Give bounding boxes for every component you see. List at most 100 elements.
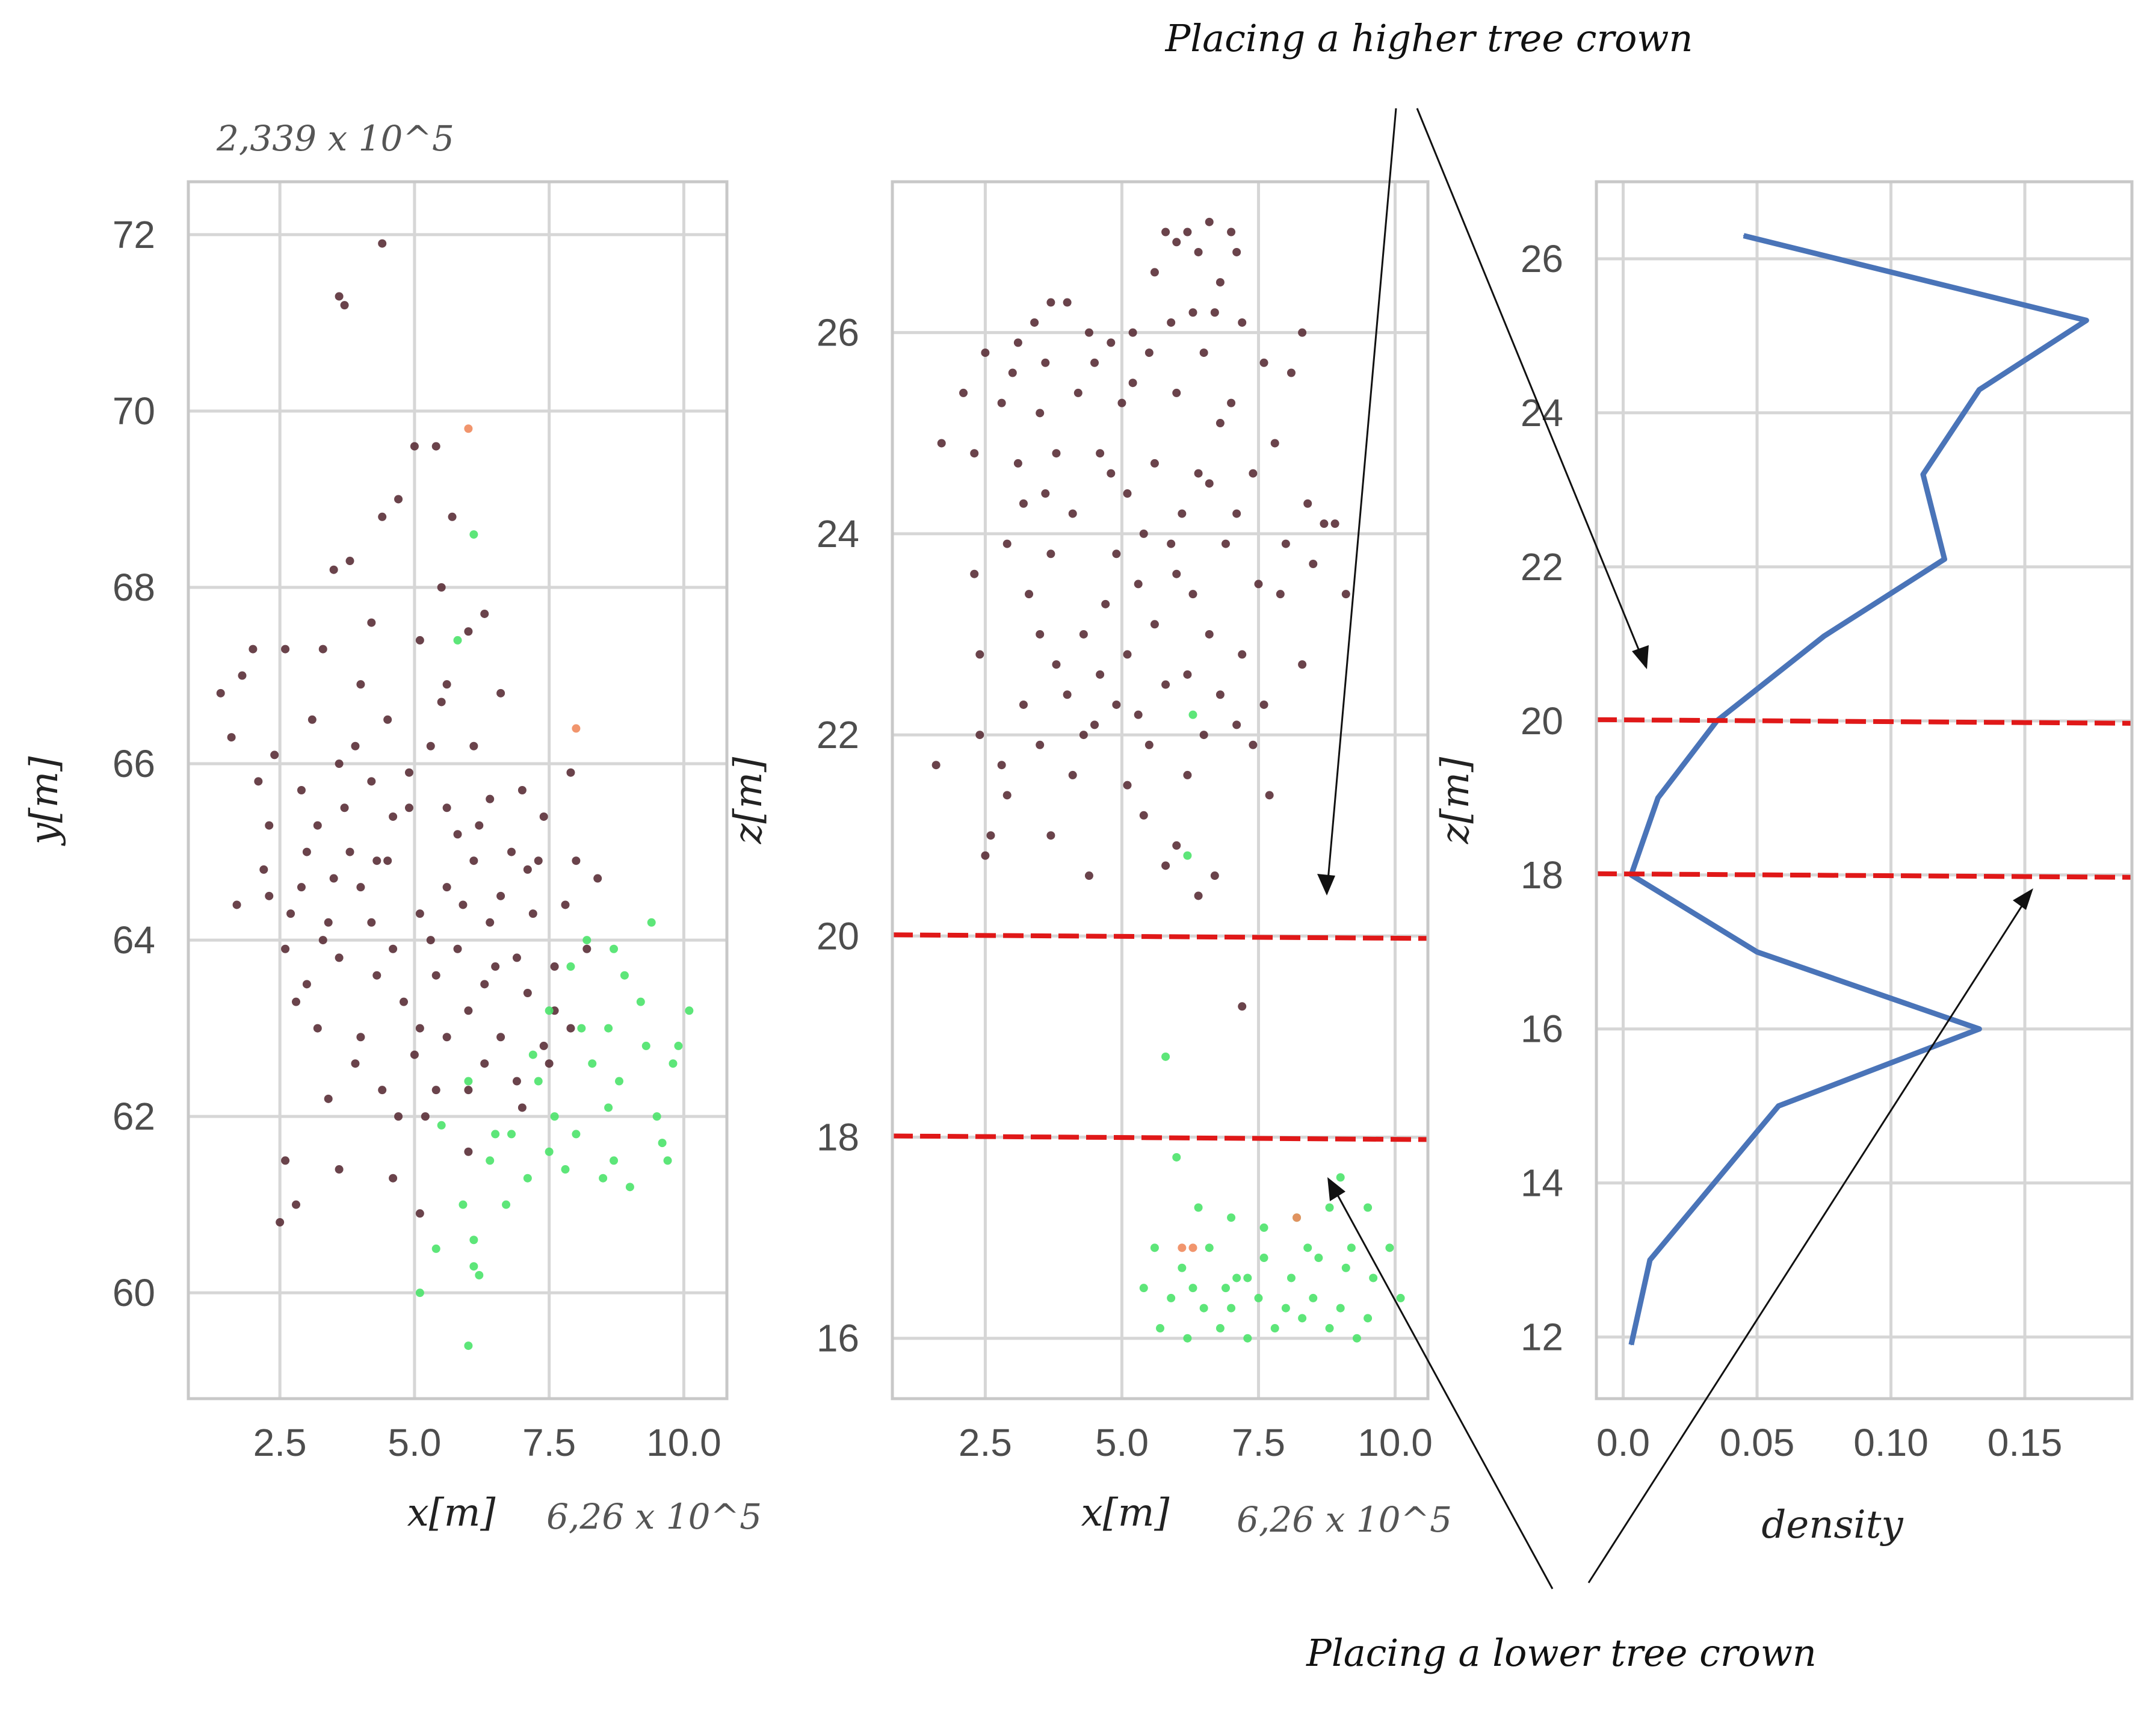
density-x-axis-label: density — [1761, 1503, 1903, 1547]
xz-point — [1036, 409, 1045, 418]
xz-point — [1320, 519, 1329, 528]
xz-point — [1117, 398, 1126, 407]
xy-point — [249, 645, 258, 654]
xy-point — [442, 680, 451, 689]
xz-point — [1215, 690, 1225, 699]
xz-point — [1270, 439, 1279, 448]
xy-point — [550, 962, 559, 971]
xz-xtick-label: 10.0 — [1358, 1421, 1433, 1464]
xz-point — [1232, 720, 1241, 729]
xz-point — [1090, 720, 1099, 729]
xy-point — [496, 1033, 505, 1042]
density-threshold-line — [1596, 717, 2133, 726]
xz-point — [1259, 1254, 1268, 1263]
xz-point — [1352, 1334, 1361, 1343]
xz-point — [1309, 560, 1318, 569]
xy-point — [437, 1121, 446, 1130]
xz-point — [1019, 499, 1028, 508]
xz-point — [1249, 469, 1258, 478]
xz-point — [1084, 871, 1093, 880]
xz-point — [937, 439, 946, 448]
xz-point — [1008, 368, 1017, 377]
xz-point — [1063, 298, 1072, 307]
xy-point — [464, 1077, 473, 1086]
xy-point — [335, 292, 344, 301]
xz-point — [1030, 318, 1039, 327]
xy-point — [389, 812, 398, 821]
xz-point — [1183, 227, 1192, 237]
xy-point — [534, 856, 543, 865]
xy-ytick-label: 66 — [113, 742, 155, 785]
xz-point — [1046, 549, 1055, 558]
xy-point — [550, 1112, 559, 1121]
xy-point — [448, 512, 457, 521]
xz-point — [1068, 770, 1077, 779]
xy-point — [345, 847, 354, 856]
xz-point — [1139, 1284, 1148, 1293]
xz-point — [1341, 590, 1350, 599]
xz-point — [1128, 328, 1137, 337]
xz-point — [1183, 1334, 1192, 1343]
xy-point — [486, 1156, 495, 1165]
xy-point — [469, 741, 478, 750]
xy-point — [486, 918, 495, 927]
xy-point — [610, 944, 619, 953]
density-line — [1628, 233, 2089, 1346]
xy-point — [469, 856, 478, 865]
xy-point — [421, 1112, 430, 1121]
xz-point — [1112, 549, 1121, 558]
higher-crown-arrow-right — [1416, 108, 1647, 667]
xy-point — [464, 424, 473, 433]
xz-point — [1259, 358, 1268, 367]
xz-point — [1270, 1324, 1279, 1333]
xz-point — [1002, 791, 1012, 800]
xy-ytick-label: 68 — [113, 566, 155, 609]
xz-point — [1079, 630, 1088, 639]
xz-xtick-label: 5.0 — [1095, 1421, 1149, 1464]
xz-y-axis-label: z[m] — [726, 756, 771, 844]
xz-point — [1194, 247, 1203, 256]
xz-point — [1041, 489, 1050, 498]
xy-ytick-label: 64 — [113, 918, 155, 962]
xy-point — [329, 874, 338, 883]
xy-point — [431, 1244, 440, 1253]
xz-point — [1205, 1243, 1214, 1252]
xy-xtick-label: 7.5 — [522, 1421, 576, 1464]
xy-point — [437, 583, 446, 592]
xz-point — [1041, 358, 1050, 367]
xy-point — [604, 1103, 613, 1112]
xy-point — [523, 989, 532, 997]
xz-point — [1227, 1304, 1236, 1313]
xz-point — [1336, 1173, 1345, 1182]
higher-crown-arrow-left — [1326, 108, 1397, 894]
xy-point — [378, 1086, 387, 1095]
xy-point — [572, 856, 581, 865]
xz-point — [1188, 1284, 1197, 1293]
xz-ytick-label: 26 — [817, 311, 859, 354]
xy-point — [378, 512, 387, 521]
xy-point — [480, 609, 489, 618]
xy-point — [464, 1006, 473, 1015]
xz-point — [1150, 1243, 1159, 1252]
xy-point — [410, 1050, 419, 1059]
xz-point — [1172, 1152, 1181, 1162]
xz-point — [970, 449, 979, 458]
xz-point — [1336, 1304, 1345, 1313]
xz-point — [1303, 499, 1312, 508]
xy-point — [383, 856, 392, 865]
xy-xtick-label: 10.0 — [646, 1421, 721, 1464]
xz-point — [1215, 419, 1225, 428]
xy-point — [286, 909, 295, 918]
xz-point — [1172, 388, 1181, 397]
arrowhead-left-bottom — [1327, 1177, 1345, 1201]
xz-point — [1215, 1324, 1225, 1333]
xy-point — [431, 971, 440, 980]
xz-point — [1369, 1273, 1378, 1282]
xy-point — [469, 1262, 478, 1271]
xz-point — [1079, 731, 1088, 740]
xz-point — [1325, 1324, 1334, 1333]
density-plot-frame — [1595, 180, 2134, 1400]
xy-point — [625, 1183, 634, 1192]
xy-point — [389, 1174, 398, 1183]
xz-point — [1298, 328, 1307, 337]
